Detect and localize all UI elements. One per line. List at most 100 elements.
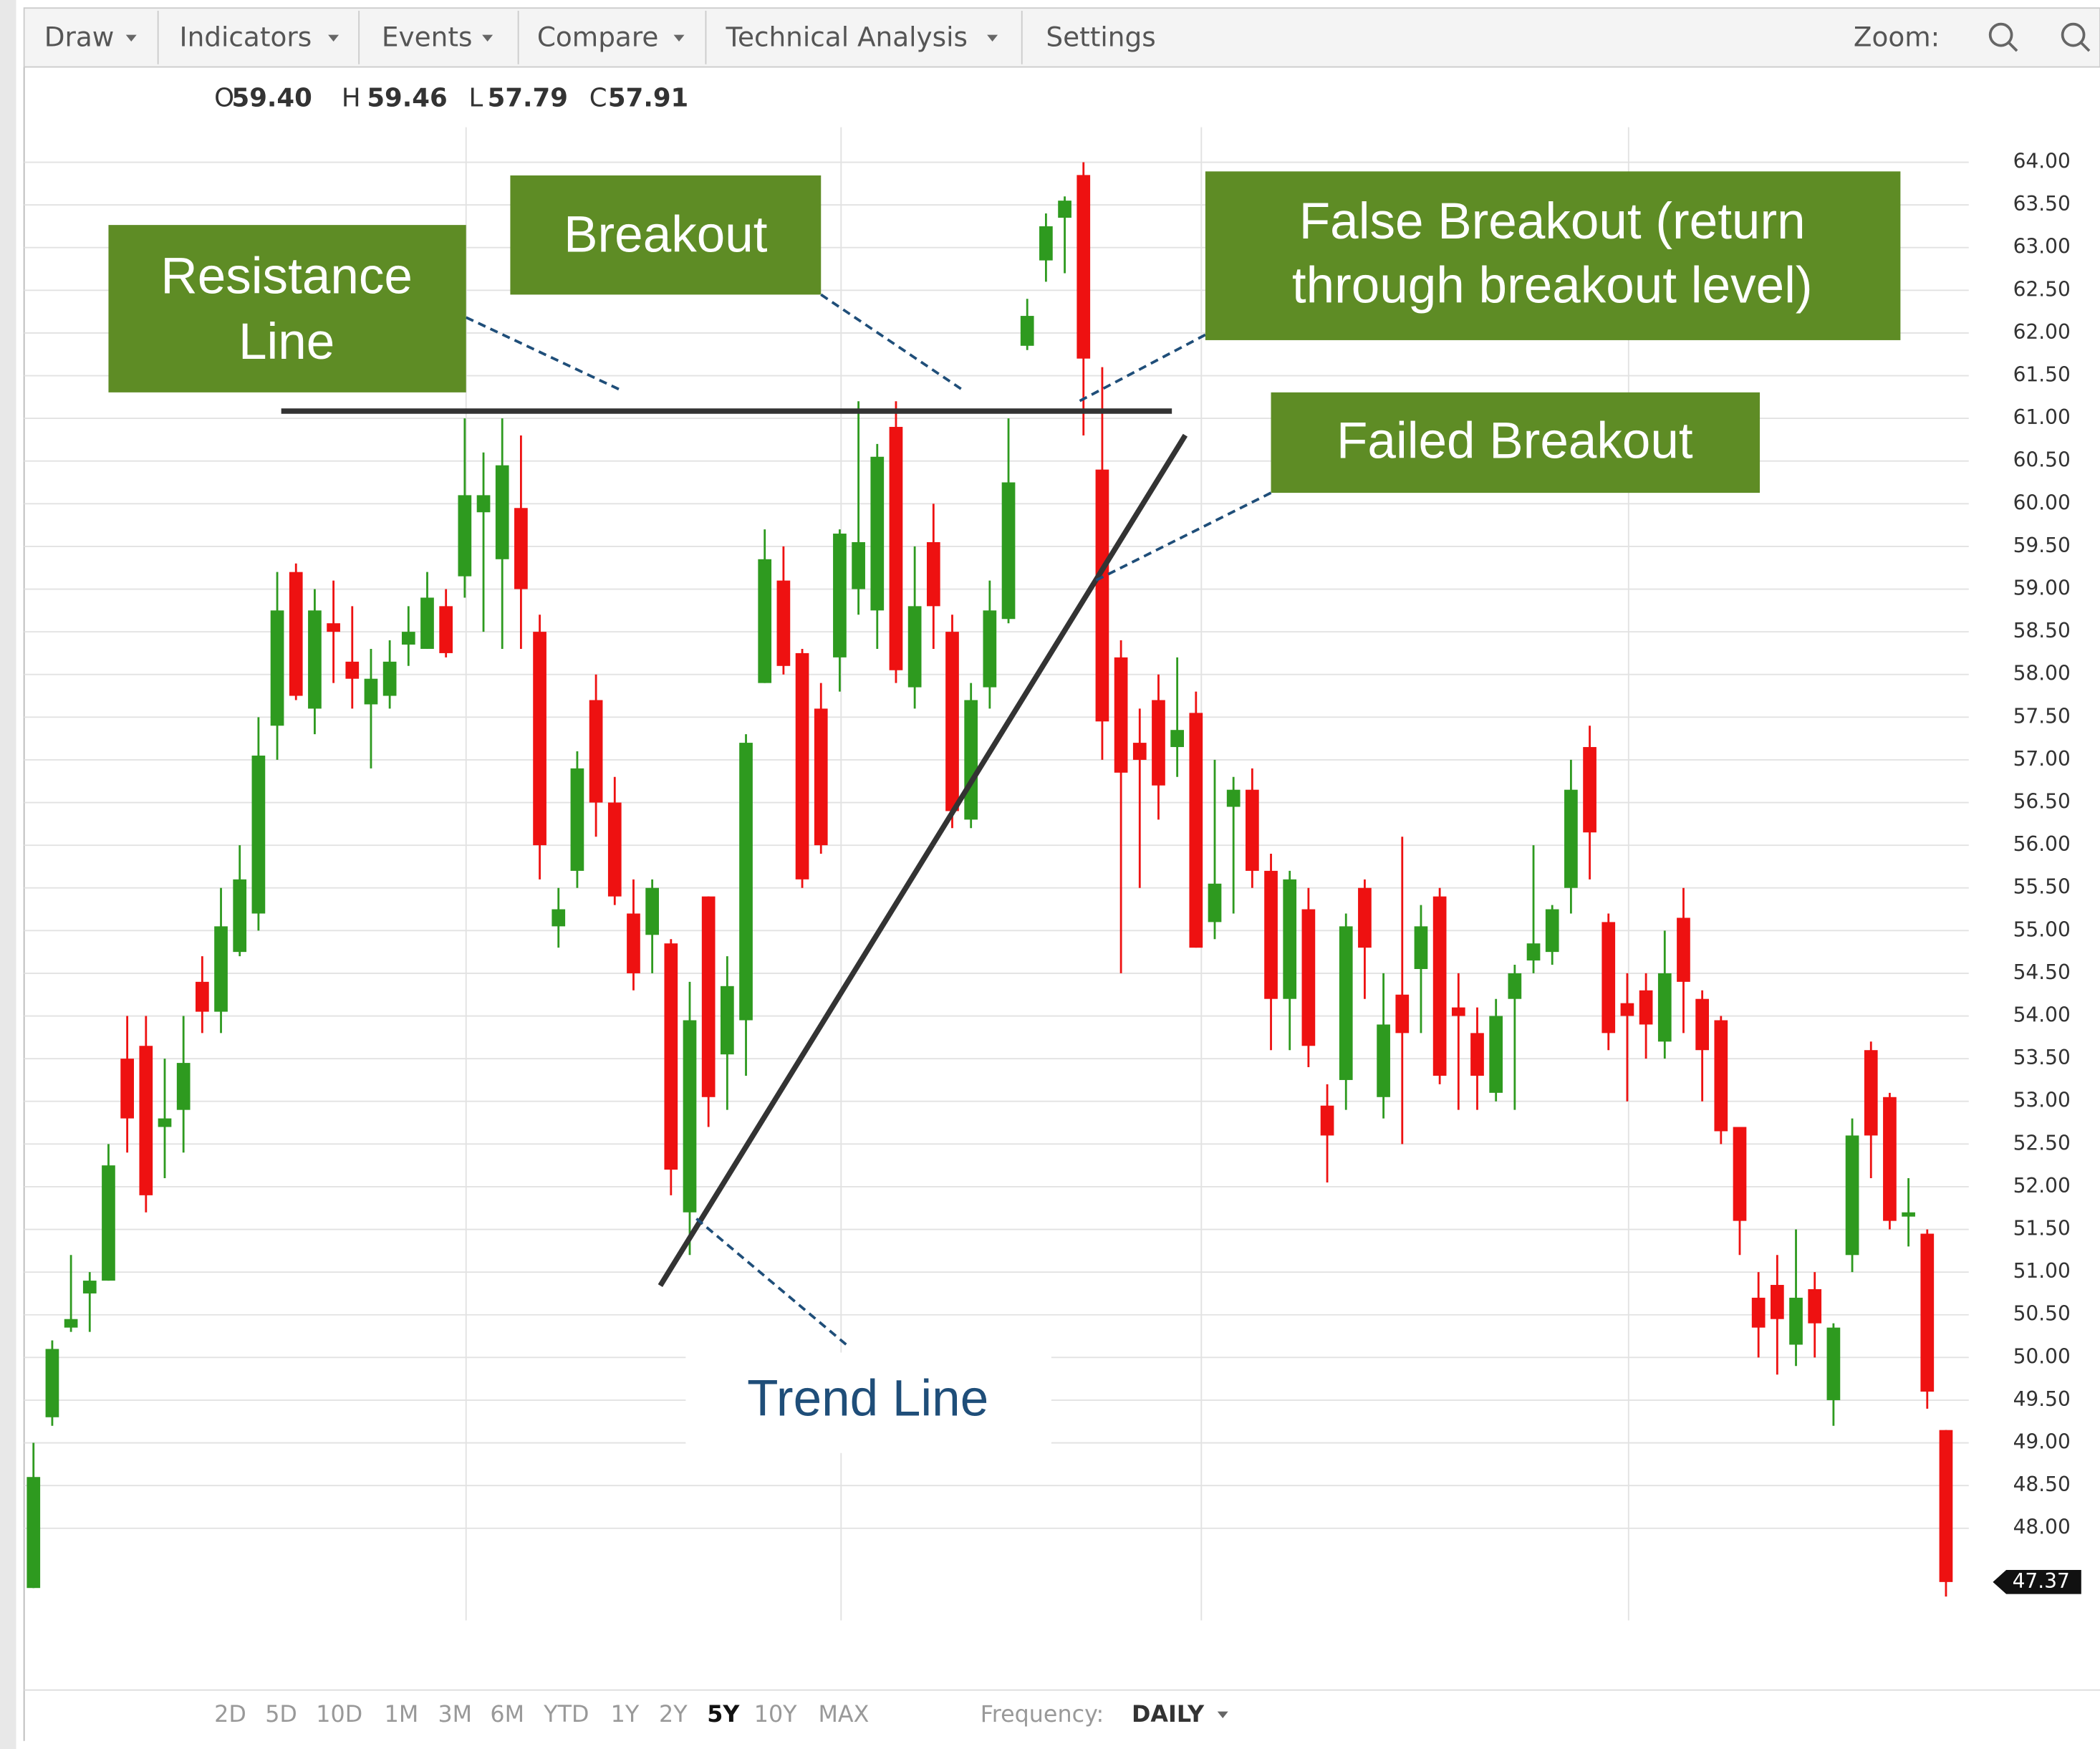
menu-item[interactable]: Technical Analysis <box>725 21 968 53</box>
dropdown-arrow <box>987 34 998 42</box>
candle-body <box>1395 994 1410 1034</box>
candle-body <box>1451 1007 1465 1016</box>
y-tick-label: 48.00 <box>2013 1516 2071 1539</box>
candle-body <box>664 943 678 1170</box>
candle-body <box>1602 922 1616 1034</box>
candle-body <box>1077 175 1091 359</box>
candle-body <box>1751 1297 1766 1328</box>
candle-body <box>1301 909 1316 1046</box>
range-button[interactable]: 1Y <box>611 1702 640 1728</box>
menu-item[interactable]: Compare <box>537 21 659 53</box>
y-tick-label: 58.50 <box>2013 619 2071 642</box>
candle-body <box>1058 201 1071 218</box>
range-bar: 2D 5D 10D 1M 3M 6M YTD 1Y 2Y 5Y 10Y MAX Frequency: DA… <box>214 1702 1228 1728</box>
y-tick-label: 52.50 <box>2013 1131 2071 1155</box>
candle-body <box>495 465 509 559</box>
candle-body <box>196 981 209 1012</box>
candle-body <box>1864 1050 1878 1136</box>
candle-body <box>1826 1327 1841 1400</box>
range-button[interactable]: YTD <box>543 1702 589 1728</box>
frequency-label: Frequency: <box>981 1702 1104 1728</box>
price-tag <box>1993 1570 2081 1594</box>
y-tick-label: 63.50 <box>2013 192 2071 216</box>
y-tick-label: 61.00 <box>2013 405 2071 429</box>
candle-body <box>758 559 772 683</box>
menu-item[interactable]: Draw <box>44 21 115 53</box>
candle-body <box>721 986 734 1055</box>
candle-body <box>214 926 228 1012</box>
annotation-text: through breakout level) <box>1292 258 1813 314</box>
callout-line <box>695 1218 849 1347</box>
quote-label: C <box>589 83 607 112</box>
candle-body <box>1320 1105 1334 1136</box>
candle-body <box>1789 1297 1803 1345</box>
candle-body <box>120 1059 134 1119</box>
quote-value: 59.40 <box>231 83 312 112</box>
quote-value: 57.91 <box>608 83 688 112</box>
candle-body <box>64 1319 78 1328</box>
candle-body <box>1545 909 1559 953</box>
range-button[interactable]: 10Y <box>754 1702 797 1728</box>
zoom-button[interactable] <box>1988 22 2013 47</box>
candle-body <box>607 802 622 897</box>
range-button[interactable]: 2D <box>214 1702 246 1728</box>
candle-body <box>1470 1033 1484 1076</box>
candle-body <box>964 700 978 820</box>
y-tick-label: 56.00 <box>2013 832 2071 856</box>
y-tick-label: 53.00 <box>2013 1089 2071 1112</box>
range-button[interactable]: 3M <box>438 1702 472 1728</box>
candle-body <box>345 661 360 679</box>
candle-body <box>683 1020 697 1213</box>
candle-body <box>514 508 528 589</box>
toolbar-items: Draw Indicators Events Compare Technical Ana… <box>44 10 2091 64</box>
candle-body <box>1733 1127 1747 1221</box>
y-tick-label: 55.00 <box>2013 917 2071 941</box>
candle-body <box>458 495 472 577</box>
y-tick-label: 50.50 <box>2013 1302 2071 1326</box>
annotation-text: Line <box>239 314 334 370</box>
candle-body <box>1001 482 1016 620</box>
candle-body <box>570 768 584 871</box>
y-tick-label: 54.00 <box>2013 1003 2071 1027</box>
candle-body <box>401 632 415 645</box>
candle-body <box>1226 789 1241 807</box>
y-tick-label: 59.50 <box>2013 534 2071 557</box>
candle-body <box>645 887 659 935</box>
candle-body <box>251 755 266 914</box>
y-tick-label: 62.50 <box>2013 277 2071 301</box>
range-button[interactable]: 5D <box>265 1702 297 1728</box>
y-tick-label: 55.50 <box>2013 875 2071 899</box>
quote-value: 57.79 <box>488 83 568 112</box>
candle-body <box>1714 1020 1728 1132</box>
dropdown-arrow <box>125 34 137 42</box>
menu-item[interactable]: Settings <box>1046 21 1155 53</box>
candle-body <box>983 610 997 688</box>
candle-body <box>795 652 809 880</box>
quote-label: O <box>214 83 234 112</box>
candle-body <box>1939 1430 1953 1582</box>
candle-body <box>1657 973 1672 1042</box>
candle-body <box>1432 896 1447 1076</box>
range-button[interactable]: MAX <box>819 1702 870 1728</box>
menu-item[interactable]: Indicators <box>180 21 312 53</box>
y-tick-label: 63.00 <box>2013 235 2071 259</box>
candle-body <box>289 572 303 696</box>
annotation-box <box>108 225 466 392</box>
range-button[interactable]: 5Y <box>707 1702 740 1728</box>
quote-value: 59.46 <box>367 83 447 112</box>
range-button[interactable]: 2Y <box>659 1702 688 1728</box>
range-button[interactable]: 10D <box>316 1702 362 1728</box>
y-tick-label: 54.50 <box>2013 960 2071 984</box>
candle-body <box>833 534 847 657</box>
range-button[interactable]: 6M <box>490 1702 524 1728</box>
candle-body <box>1771 1285 1784 1319</box>
y-tick-label: 51.50 <box>2013 1217 2071 1240</box>
menu-item[interactable]: Events <box>382 21 473 53</box>
candle-body <box>27 1477 41 1589</box>
annotation-box <box>1271 392 1761 493</box>
frequency-value[interactable]: DAILY <box>1132 1702 1205 1728</box>
y-tick-label: 60.00 <box>2013 491 2071 514</box>
zoom-button[interactable] <box>2061 22 2086 47</box>
candle-body <box>176 1063 191 1110</box>
range-button[interactable]: 1M <box>385 1702 419 1728</box>
